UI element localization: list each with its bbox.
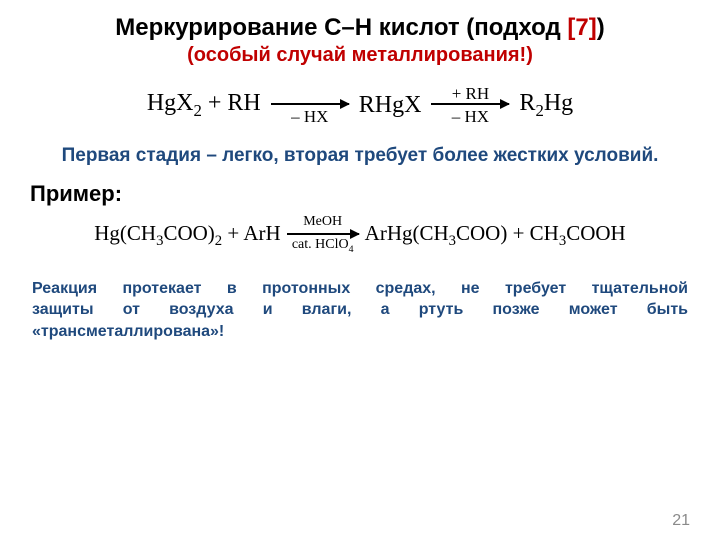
arrow-3-above: MeOH	[303, 215, 342, 233]
arrow-1-below: – HX	[291, 108, 328, 126]
arrow-2: + RH – HX	[431, 85, 509, 126]
arrow-1: – HX	[271, 85, 349, 126]
page-number: 21	[672, 512, 690, 530]
stage-note: Первая стадия – легко, вторая требует бо…	[50, 144, 670, 169]
slide-subtitle: (особый случай металлирования!)	[30, 44, 690, 67]
product-2: ArHg(CH3COO) + CH3COOH	[365, 221, 626, 250]
reaction-scheme-1: HgX2 + RH – HX RHgX + RH – HX R2Hg	[30, 85, 690, 126]
title-text-1: Меркурирование С–Н кислот (подход	[115, 14, 567, 41]
arrow-2-below: – HX	[452, 108, 489, 126]
intermediate: RHgX	[359, 92, 422, 119]
note-line-1: Реакция протекает в протонных средах, не…	[32, 280, 688, 297]
arrow-2-above: + RH	[452, 85, 489, 103]
reaction-scheme-2: Hg(CH3COO)2 + ArH MeOH cat. HClO4 ArHg(C…	[30, 215, 690, 256]
title-ref: [7]	[567, 14, 596, 41]
reagent-2: Hg(CH3COO)2 + ArH	[94, 221, 280, 250]
slide-title: Меркурирование С–Н кислот (подход [7])	[30, 14, 690, 42]
reaction-note: Реакция протекает в протонных средах, не…	[32, 278, 688, 343]
arrow-3: MeOH cat. HClO4	[287, 215, 359, 256]
title-text-2: )	[597, 14, 605, 41]
note-line-3: «трансметаллирована»!	[32, 321, 688, 343]
product-1: R2Hg	[519, 90, 573, 121]
reagent-1: HgX2 + RH	[147, 90, 261, 121]
example-label: Пример:	[30, 181, 690, 207]
note-line-2: защиты от воздуха и влаги, а ртуть позже…	[32, 301, 688, 318]
arrow-3-below: cat. HClO4	[292, 238, 354, 256]
